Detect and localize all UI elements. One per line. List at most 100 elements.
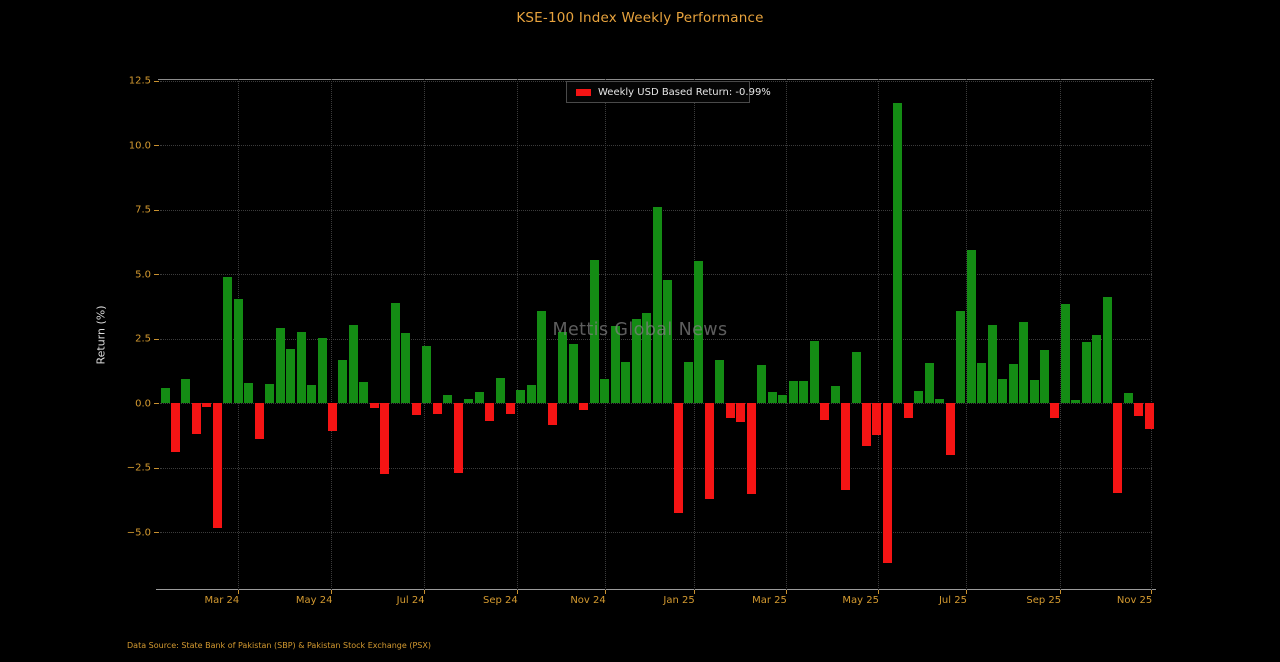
x-tick-mark xyxy=(331,590,333,594)
weekly-return-bar xyxy=(558,331,568,404)
weekly-return-bar xyxy=(181,378,191,404)
y-tick-label: −2.5 xyxy=(126,462,151,474)
weekly-return-bar xyxy=(820,403,830,420)
weekly-return-bar xyxy=(1008,363,1018,404)
weekly-return-bar xyxy=(401,332,411,404)
weekly-return-bar xyxy=(286,349,296,404)
weekly-return-bar xyxy=(715,359,725,404)
weekly-return-bar xyxy=(861,403,871,446)
y-gridline xyxy=(160,403,1152,405)
y-tick-mark xyxy=(154,467,159,469)
weekly-return-bar xyxy=(233,298,243,404)
weekly-return-bar xyxy=(275,328,285,404)
weekly-return-bar xyxy=(474,392,484,404)
weekly-return-bar xyxy=(464,398,474,404)
x-tick-label: May 24 xyxy=(295,595,333,606)
weekly-return-bar xyxy=(516,389,526,404)
y-tick-label: 5.0 xyxy=(135,269,151,281)
weekly-return-bar xyxy=(422,345,432,404)
weekly-return-bar xyxy=(746,403,756,495)
x-tick-label: Jan 25 xyxy=(663,595,695,606)
weekly-return-bar xyxy=(998,379,1008,404)
y-tick-mark xyxy=(154,532,159,534)
y-tick-mark xyxy=(154,403,159,405)
weekly-return-bar xyxy=(704,403,714,499)
x-tick-mark xyxy=(1151,590,1153,594)
weekly-return-bar xyxy=(987,325,997,404)
x-tick-label: Sep 24 xyxy=(483,595,518,606)
weekly-return-bar xyxy=(600,379,610,404)
weekly-return-bar xyxy=(694,261,704,404)
weekly-return-bar xyxy=(537,311,547,404)
x-tick-mark xyxy=(878,590,879,594)
x-gridline xyxy=(878,79,879,590)
x-tick-mark xyxy=(238,590,240,594)
weekly-return-bar xyxy=(1029,380,1039,404)
weekly-return-bar xyxy=(359,381,369,404)
weekly-return-bar xyxy=(841,403,851,490)
chart-title: KSE-100 Index Weekly Performance xyxy=(516,10,764,26)
y-gridline xyxy=(160,467,1152,469)
x-tick-label: Jul 25 xyxy=(938,595,967,606)
x-gridline xyxy=(785,79,787,590)
weekly-return-bar xyxy=(348,325,358,404)
plot-top-spine xyxy=(158,79,1154,80)
weekly-return-bar xyxy=(328,403,338,431)
weekly-return-bar xyxy=(663,279,673,404)
x-gridline xyxy=(1151,79,1153,590)
weekly-return-bar xyxy=(547,403,557,426)
legend: Weekly USD Based Return: -0.99% xyxy=(566,81,771,103)
y-tick-label: 0.0 xyxy=(135,398,151,410)
weekly-return-bar xyxy=(924,363,934,404)
weekly-return-bar xyxy=(903,403,913,419)
weekly-return-bar xyxy=(788,381,798,404)
x-gridline xyxy=(423,79,425,590)
x-tick-label: Mar 24 xyxy=(204,595,240,606)
weekly-return-bar xyxy=(1092,334,1102,404)
x-tick-mark xyxy=(965,590,967,594)
x-gridline xyxy=(604,79,606,590)
weekly-return-bar xyxy=(945,403,955,455)
weekly-return-bar xyxy=(485,403,495,421)
weekly-return-bar xyxy=(767,391,777,404)
weekly-return-bar xyxy=(1134,403,1144,417)
weekly-return-bar xyxy=(506,403,515,415)
weekly-return-bar xyxy=(160,387,170,404)
weekly-return-bar xyxy=(736,403,746,422)
weekly-return-bar xyxy=(1123,393,1133,404)
y-tick-mark xyxy=(154,209,159,211)
watermark: Mettis Global News xyxy=(552,320,728,340)
weekly-return-bar xyxy=(757,365,767,404)
weekly-return-bar xyxy=(684,361,693,404)
weekly-return-bar xyxy=(1039,349,1049,404)
weekly-return-bar xyxy=(432,403,442,415)
weekly-return-bar xyxy=(411,403,421,415)
weekly-return-bar xyxy=(977,362,987,404)
y-tick-label: 12.5 xyxy=(128,75,151,87)
x-tick-mark xyxy=(1060,590,1062,594)
weekly-return-bar xyxy=(380,403,390,475)
weekly-return-bar xyxy=(369,403,379,409)
x-tick-label: Nov 24 xyxy=(570,595,606,606)
x-tick-mark xyxy=(604,590,606,594)
weekly-return-bar xyxy=(579,403,589,410)
y-tick-mark xyxy=(154,274,159,276)
x-gridline xyxy=(1060,79,1062,590)
weekly-return-bar xyxy=(1071,399,1081,404)
weekly-return-bar xyxy=(956,310,966,404)
weekly-return-bar xyxy=(610,326,620,404)
weekly-return-bar xyxy=(170,403,180,453)
weekly-return-bar xyxy=(673,403,683,513)
weekly-return-bar xyxy=(443,394,453,404)
x-gridline xyxy=(693,79,695,590)
weekly-return-bar xyxy=(851,352,861,404)
y-gridline xyxy=(160,532,1152,534)
data-source-note: Data Source: State Bank of Pakistan (SBP… xyxy=(127,641,431,650)
y-tick-label: 2.5 xyxy=(135,333,151,345)
x-gridline xyxy=(331,79,333,590)
weekly-return-bar xyxy=(212,403,222,529)
weekly-return-bar xyxy=(568,343,578,404)
weekly-return-bar xyxy=(254,403,264,440)
x-tick-mark xyxy=(423,590,425,594)
